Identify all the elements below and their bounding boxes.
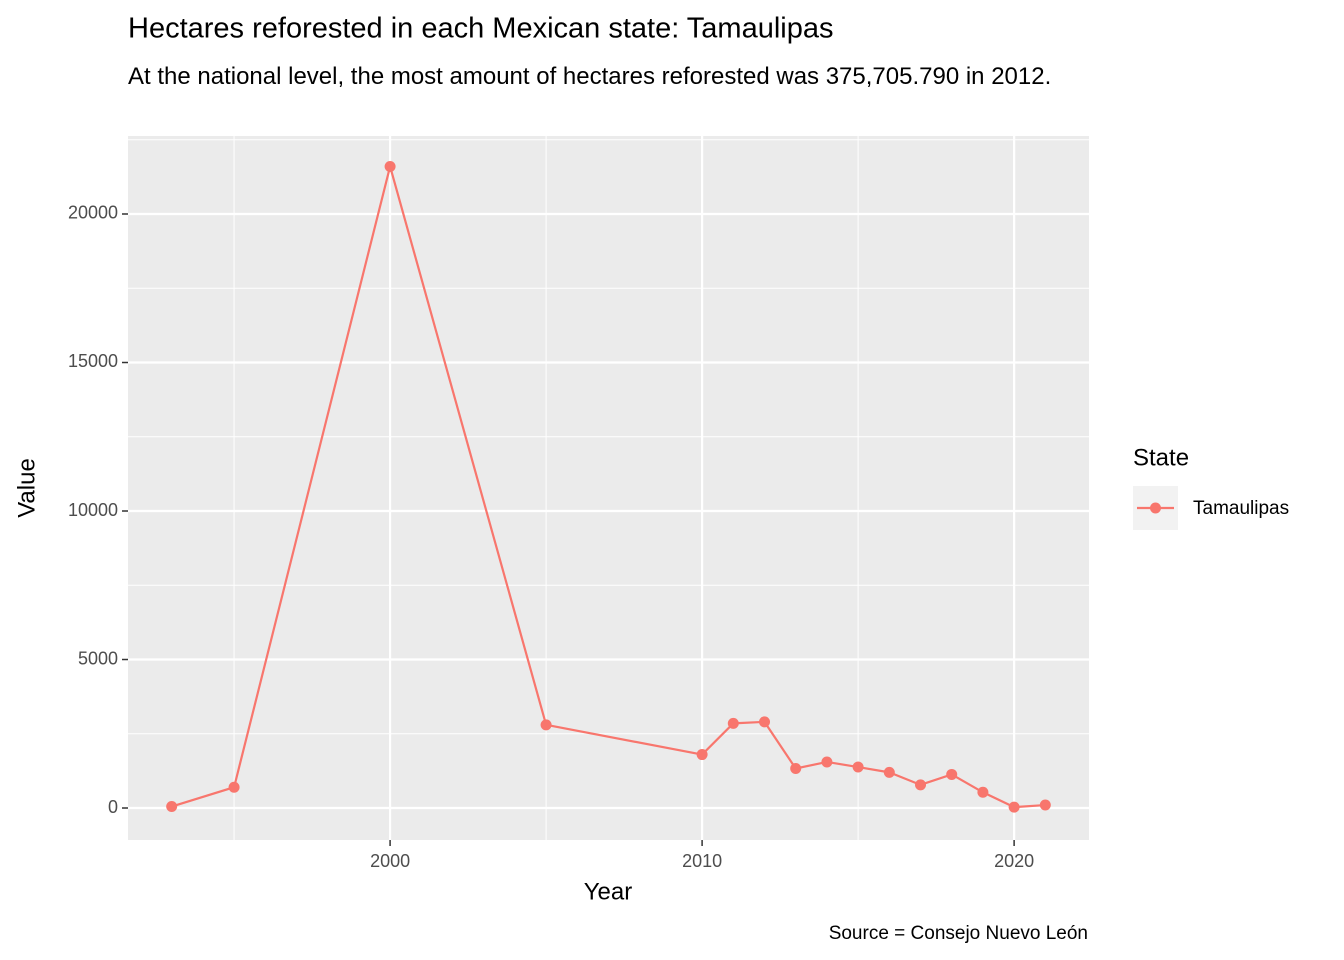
- chart-title: Hectares reforested in each Mexican stat…: [128, 13, 834, 45]
- y-tick-label: 15000: [68, 351, 118, 371]
- data-point: [883, 766, 895, 778]
- data-point: [821, 756, 833, 768]
- series-line: [171, 162, 1046, 809]
- x-tick-label: 2010: [682, 851, 722, 871]
- data-point: [1008, 801, 1020, 813]
- data-point: [384, 160, 396, 172]
- x-axis-title: Year: [584, 878, 633, 905]
- plot-panel: [128, 136, 1089, 840]
- y-tick-label: 5000: [78, 648, 118, 668]
- data-point: [915, 779, 927, 791]
- caption: Source = Consejo Nuevo León: [829, 923, 1088, 944]
- data-point: [852, 761, 864, 773]
- data-point: [790, 763, 802, 775]
- data-point: [540, 719, 552, 731]
- data-point: [946, 768, 958, 780]
- y-tick-label: 10000: [68, 500, 118, 520]
- chart-subtitle: At the national level, the most amount o…: [128, 63, 1052, 90]
- legend-title: State: [1133, 444, 1189, 471]
- x-tick-label: 2020: [994, 851, 1034, 871]
- data-point: [228, 781, 240, 793]
- data-point: [727, 717, 739, 729]
- data-point: [977, 786, 989, 798]
- data-point: [1039, 799, 1051, 811]
- data-point: [759, 716, 771, 728]
- data-point: [696, 749, 708, 761]
- legend-point: [1150, 502, 1161, 514]
- y-tick-label: 20000: [68, 203, 118, 223]
- x-tick-label: 2000: [370, 851, 410, 871]
- y-axis-title: Value: [13, 458, 40, 518]
- legend-label: Tamaulipas: [1193, 498, 1289, 519]
- y-tick-label: 0: [108, 797, 118, 817]
- data-point: [166, 801, 178, 813]
